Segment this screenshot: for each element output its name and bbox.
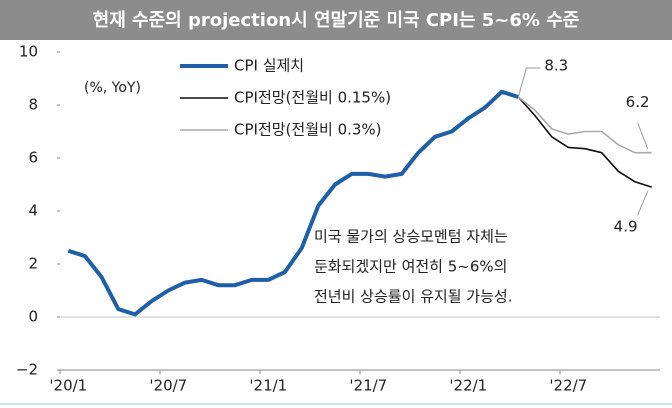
y-tick-label: 4 <box>28 202 38 220</box>
annotation: 전년비 상승률이 유지될 가능성. <box>314 288 512 306</box>
y-tick-label: 8 <box>28 96 38 114</box>
data-label: 4.9 <box>614 218 638 236</box>
annotation: 둔화되겠지만 여전히 5~6%의 <box>314 258 507 276</box>
legend-label: CPI전망(전월비 0.15%) <box>234 89 391 107</box>
y-tick-label: 0 <box>28 308 38 326</box>
series-line <box>67 89 519 317</box>
y-tick-label: 10 <box>19 43 38 61</box>
leader-line <box>637 122 649 149</box>
legend-label: CPI 실제치 <box>234 57 304 75</box>
series-line <box>517 96 652 188</box>
x-tick-label: '20/7 <box>149 377 187 395</box>
x-tick-label: '22/1 <box>449 377 487 395</box>
x-tick-label: '22/7 <box>549 377 587 395</box>
x-tick-label: '21/1 <box>249 377 287 395</box>
x-tick-label: '21/7 <box>349 377 387 395</box>
annotation: 미국 물가의 상승모멘텀 자체는 <box>314 228 508 246</box>
y-tick-label: 2 <box>28 255 38 273</box>
leader-line <box>637 190 649 216</box>
unit-label: (%, YoY) <box>84 80 141 96</box>
data-label: 6.2 <box>626 93 650 111</box>
legend-label: CPI전망(전월비 0.3%) <box>234 121 382 139</box>
leader-line <box>517 67 541 98</box>
series-line <box>517 96 652 154</box>
y-tick-label: −2 <box>16 361 38 379</box>
y-tick-label: 6 <box>28 149 38 167</box>
title-bar <box>0 0 672 40</box>
data-label: 8.3 <box>544 57 568 75</box>
chart-title: 현재 수준의 projection시 연말기준 미국 CPI는 5~6% 수준 <box>93 10 580 31</box>
x-tick-label: '20/1 <box>49 377 87 395</box>
